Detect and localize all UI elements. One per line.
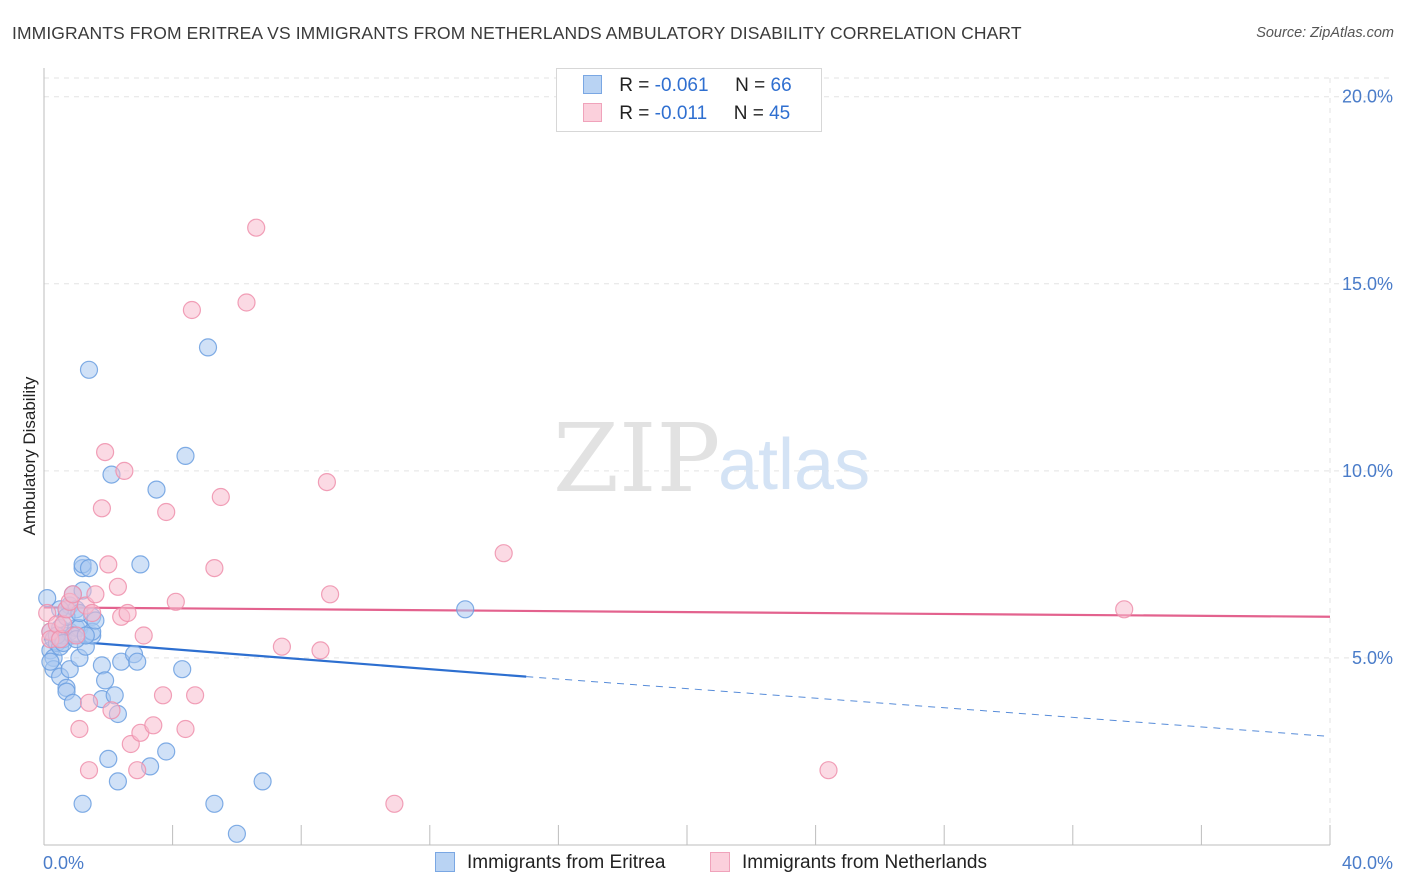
eritrea-r-value: -0.061 (654, 75, 709, 96)
eritrea-point (63, 693, 83, 712)
netherlands-swatch (583, 103, 602, 122)
eritrea-point (73, 794, 92, 813)
eritrea-point (198, 338, 218, 357)
trend-lines (43, 606, 1331, 737)
bottom-legend-netherlands: Immigrants from Netherlands (710, 852, 987, 874)
netherlands-point (205, 558, 224, 578)
y-axis-label: Ambulatory Disability (20, 376, 39, 535)
netherlands-r-value: -0.011 (654, 103, 708, 124)
eritrea-n-value: 66 (770, 75, 792, 96)
eritrea-point (79, 558, 99, 578)
netherlands-point (1115, 600, 1134, 619)
netherlands-point (118, 603, 137, 623)
netherlands-point (102, 701, 121, 720)
eritrea-point (105, 686, 124, 705)
netherlands-point (247, 218, 266, 237)
stats-legend: R = -0.061 N = 66 R = -0.011 N = 45 (556, 68, 822, 132)
eritrea-point (205, 794, 224, 813)
eritrea-point (131, 555, 150, 574)
netherlands-point (86, 585, 105, 604)
netherlands-point (157, 502, 176, 522)
eritrea-point (147, 480, 166, 499)
eritrea-swatch (583, 75, 602, 94)
legend-n-label: N = (735, 75, 766, 96)
legend-n-label: N = (733, 103, 764, 124)
netherlands-point (134, 626, 153, 645)
eritrea-point (99, 749, 118, 769)
watermark-atlas: atlas (718, 425, 870, 505)
netherlands-point (144, 716, 163, 735)
legend-r-label: R = (619, 75, 650, 96)
eritrea-point (253, 772, 272, 791)
eritrea-point (157, 742, 176, 761)
legend-row-netherlands: R = -0.011 N = 45 (583, 103, 790, 125)
netherlands-point (92, 499, 112, 518)
eritrea-point (41, 652, 60, 671)
netherlands-point (79, 693, 99, 712)
netherlands-point (237, 293, 256, 312)
eritrea-point (79, 360, 99, 379)
legend-r-label: R = (619, 103, 650, 124)
eritrea-legend-swatch (435, 852, 455, 872)
legend-row-eritrea: R = -0.061 N = 66 (583, 75, 792, 97)
watermark-zip: ZIP (553, 404, 720, 514)
eritrea-point (92, 656, 112, 675)
y-tick-label: 15.0% (1342, 274, 1393, 294)
netherlands-n-value: 45 (769, 103, 791, 124)
source-label: Source: ZipAtlas.com (1256, 25, 1394, 41)
eritrea-point (108, 772, 128, 791)
netherlands-point (317, 473, 336, 492)
axes (43, 68, 1331, 846)
netherlands-point (385, 794, 404, 813)
netherlands-point (70, 719, 89, 739)
eritrea-point (456, 600, 475, 619)
eritrea-trend-line (43, 638, 527, 678)
netherlands-point (83, 603, 102, 623)
chart-title: IMMIGRANTS FROM ERITREA VS IMMIGRANTS FR… (12, 23, 1022, 43)
y-tick-label: 10.0% (1342, 461, 1393, 481)
eritrea-point (95, 671, 115, 690)
bottom-legend-eritrea: Immigrants from Eritrea (435, 852, 665, 874)
netherlands-point (272, 637, 291, 656)
grid (44, 77, 1394, 845)
netherlands-point (211, 487, 230, 507)
netherlands-point (311, 641, 330, 660)
eritrea-trend-extension (526, 676, 1331, 737)
eritrea-point (176, 446, 195, 465)
netherlands-point (95, 443, 115, 462)
eritrea-legend-label: Immigrants from Eritrea (467, 852, 666, 873)
netherlands-point (50, 630, 70, 649)
netherlands-point (128, 761, 147, 780)
netherlands-legend-swatch (710, 852, 730, 872)
netherlands-point (186, 686, 205, 705)
netherlands-point (176, 719, 195, 739)
eritrea-point (227, 824, 246, 843)
netherlands-point (67, 626, 86, 645)
x-tick-label-min: 0.0% (43, 853, 84, 873)
netherlands-point (819, 761, 838, 780)
eritrea-point (128, 652, 147, 671)
y-tick-label: 5.0% (1352, 648, 1393, 668)
netherlands-point (182, 300, 201, 320)
netherlands-legend-label: Immigrants from Netherlands (742, 852, 987, 873)
netherlands-point (153, 686, 173, 705)
x-tick-label-max: 40.0% (1342, 853, 1393, 873)
y-tick-label: 20.0% (1342, 87, 1393, 107)
tick-labels: 5.0% 10.0% 15.0% 20.0% 0.0% 40.0% (43, 87, 1393, 873)
netherlands-point (79, 761, 99, 780)
netherlands-trend-line (43, 606, 1331, 618)
watermark: ZIP atlas (553, 404, 870, 514)
netherlands-point (108, 577, 128, 596)
netherlands-point (494, 544, 513, 563)
data-points (38, 218, 1134, 843)
eritrea-point (173, 660, 192, 679)
netherlands-point (166, 592, 185, 611)
netherlands-point (99, 555, 118, 574)
netherlands-point (115, 461, 134, 480)
netherlands-point (63, 585, 83, 604)
netherlands-point (321, 585, 340, 604)
